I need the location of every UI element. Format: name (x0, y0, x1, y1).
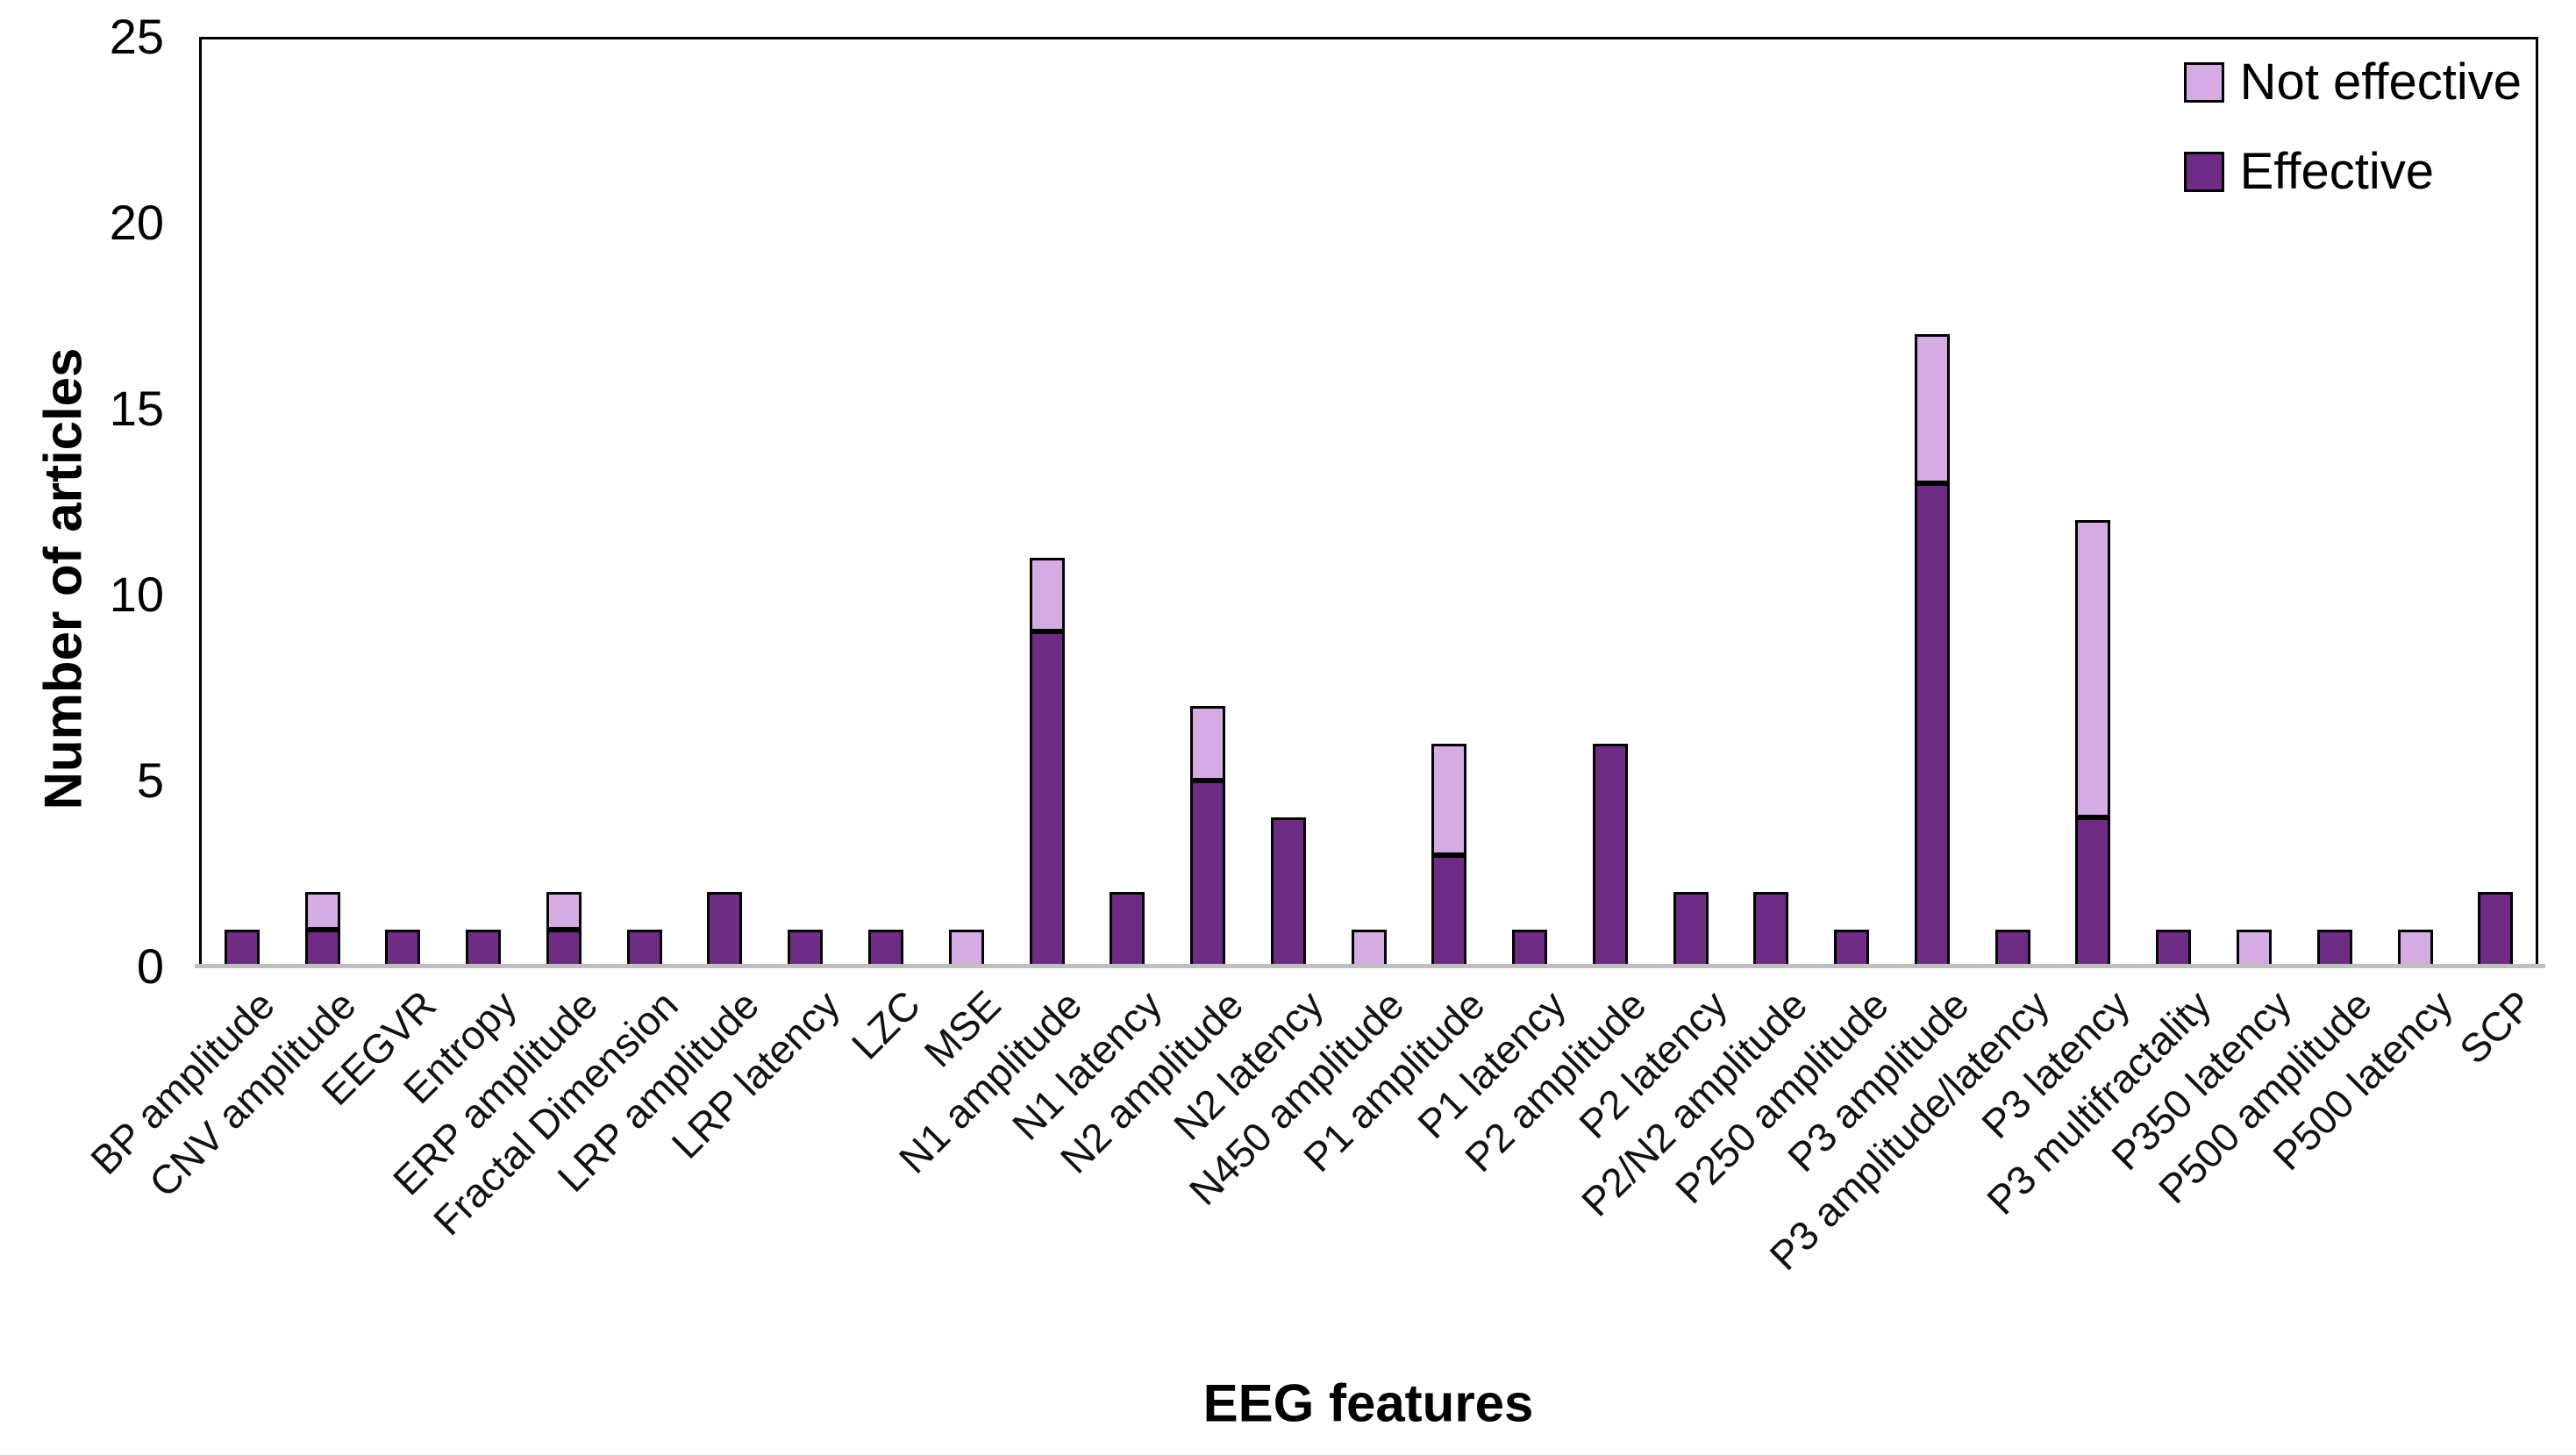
bar-p1-amplitude (1409, 39, 1489, 966)
bar-segment-not-effective (2397, 929, 2433, 966)
bar-lrp-amplitude (685, 39, 766, 966)
bar-p1-latency (1489, 39, 1570, 966)
bar-scp (2455, 39, 2536, 966)
bar-eegvr (363, 39, 444, 966)
bar-segment-not-effective (1351, 929, 1387, 966)
bar-segment-effective (546, 929, 582, 966)
bar-p2-latency (1651, 39, 1731, 966)
bar-p3-amplitude (1892, 39, 1973, 966)
y-tick-0: 0 (136, 938, 164, 994)
legend-label: Effective (2239, 143, 2435, 200)
bar-segment-effective (788, 929, 824, 966)
bar-p2-n2-amplitude (1731, 39, 1812, 966)
bar-fractal-dimension (604, 39, 685, 966)
bar-segment-not-effective (1190, 706, 1226, 781)
bar-segment-effective (1110, 892, 1145, 966)
bar-p500-amplitude (2294, 39, 2375, 966)
bar-n1-latency (1087, 39, 1167, 966)
bar-segment-not-effective (2075, 520, 2111, 818)
plot-area: Not effective Effective (199, 37, 2538, 966)
bar-lrp-latency (765, 39, 846, 966)
bar-mse (926, 39, 1007, 966)
x-tick-label: SCP (2451, 981, 2543, 1073)
legend-swatch-icon (2183, 62, 2224, 103)
bar-n1-amplitude (1007, 39, 1088, 966)
bar-p3-latency (2053, 39, 2134, 966)
bar-segment-not-effective (1029, 557, 1065, 632)
bar-segment-effective (1431, 854, 1467, 966)
legend-label: Not effective (2239, 53, 2522, 111)
bar-segment-effective (466, 929, 502, 966)
y-tick-5: 5 (136, 752, 164, 808)
x-tick-label: LZC (842, 981, 929, 1068)
bar-segment-effective (2156, 929, 2192, 966)
bar-p3-multifractality (2133, 39, 2214, 966)
x-axis-title: EEG features (1202, 1373, 1534, 1433)
bar-segment-effective (626, 929, 662, 966)
legend-swatch-icon (2183, 152, 2224, 192)
bar-segment-effective (2075, 817, 2111, 966)
bar-p250-amplitude (1811, 39, 1892, 966)
bar-segment-effective (2316, 929, 2352, 966)
bar-segment-effective (1512, 929, 1548, 966)
bar-segment-effective (385, 929, 421, 966)
bar-n2-amplitude (1167, 39, 1248, 966)
bar-segment-effective (1673, 892, 1709, 966)
bar-segment-not-effective (1914, 334, 1950, 483)
bar-entropy (443, 39, 524, 966)
bar-n2-latency (1248, 39, 1329, 966)
bar-segment-not-effective (546, 892, 582, 930)
bar-segment-effective (224, 929, 260, 966)
bar-segment-not-effective (304, 892, 340, 930)
bar-segment-effective (304, 929, 340, 966)
legend-item-effective: Effective (2183, 143, 2522, 200)
bar-segment-not-effective (1431, 743, 1467, 855)
bar-segment-effective (1270, 817, 1306, 966)
bar-n450-amplitude (1329, 39, 1409, 966)
legend: Not effective Effective (2183, 53, 2522, 200)
bar-segment-effective (1914, 482, 1950, 966)
bar-segment-effective (1834, 929, 1870, 966)
bar-segment-effective (868, 929, 903, 966)
y-tick-20: 20 (109, 195, 164, 250)
bar-erp-amplitude (524, 39, 604, 966)
bar-segment-effective (1190, 781, 1226, 966)
bar-cnv-amplitude (282, 39, 363, 966)
bar-segment-not-effective (2237, 929, 2273, 966)
y-tick-15: 15 (109, 381, 164, 436)
bar-segment-effective (1029, 631, 1065, 966)
bar-segment-effective (707, 892, 743, 966)
bar-lzc (846, 39, 926, 966)
bar-segment-effective (2478, 892, 2514, 966)
bar-segment-effective (1753, 892, 1789, 966)
bar-p3-amplitude-latency (1973, 39, 2053, 966)
y-tick-25: 25 (109, 9, 164, 64)
bars-container (202, 39, 2536, 966)
x-axis-line (195, 964, 2545, 968)
bar-segment-effective (1592, 743, 1628, 966)
legend-item-not-effective: Not effective (2183, 53, 2522, 111)
bar-segment-effective (1994, 929, 2030, 966)
bar-segment-not-effective (948, 929, 984, 966)
y-tick-10: 10 (109, 567, 164, 622)
bar-p2-amplitude (1570, 39, 1651, 966)
bar-bp-amplitude (202, 39, 282, 966)
